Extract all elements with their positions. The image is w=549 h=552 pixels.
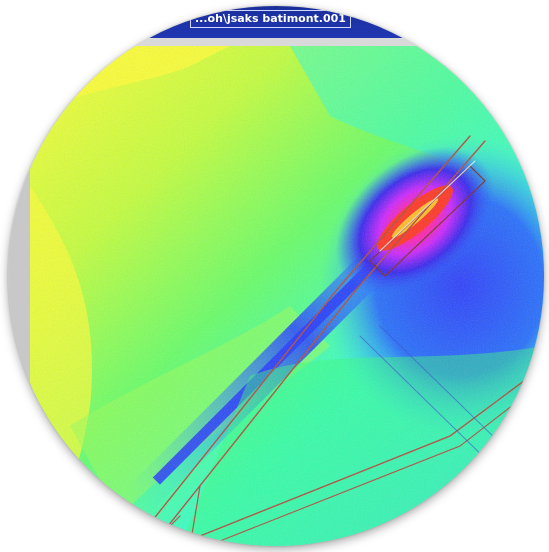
texture-overlay: [30, 46, 544, 546]
zoom-lens: ...oh\jsaks batimont.001: [8, 6, 544, 546]
bathymetry-map[interactable]: [30, 46, 544, 546]
left-panel: [8, 46, 31, 546]
window-title: ...oh\jsaks batimont.001: [190, 10, 351, 28]
window-titlebar: ...oh\jsaks batimont.001: [8, 6, 544, 38]
